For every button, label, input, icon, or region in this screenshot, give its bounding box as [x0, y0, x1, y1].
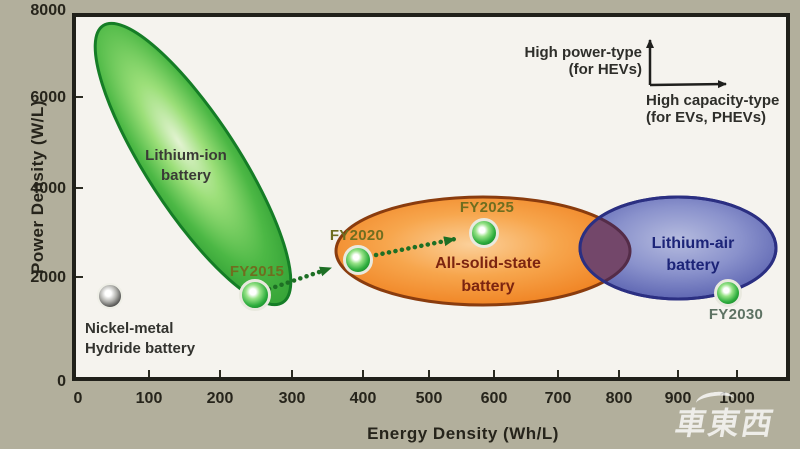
li-ion-label-line1: Lithium-ion: [145, 147, 227, 164]
y-axis-title: Power Density (W/L): [28, 100, 47, 274]
fy2025-label: FY2025: [459, 199, 515, 216]
legend-high-capacity-line2: (for EVs, PHEVs): [646, 109, 767, 126]
x-axis-title: Energy Density (Wh/L): [367, 424, 559, 443]
legend-high-power-line1: High power-type: [524, 44, 642, 61]
solid-label-line2: battery: [461, 278, 515, 295]
x-tick-200: 200: [206, 390, 234, 407]
legend-high-capacity-line1: High capacity-type: [646, 92, 780, 109]
li-ion-region-label: Lithium-ion battery: [106, 146, 266, 186]
li-air-label-line1: Lithium-air: [651, 235, 735, 252]
fy2020-data-point: [343, 245, 373, 275]
watermark-logo: 車東西: [672, 406, 778, 441]
x-tick-0: 0: [73, 390, 83, 407]
y-tick-4000: 4000: [30, 180, 66, 197]
x-tick-600: 600: [480, 390, 508, 407]
fy2020-label: FY2020: [329, 227, 385, 244]
li-air-region-label: Lithium-air battery: [613, 233, 773, 277]
nimh-label-line2: Hydride battery: [85, 340, 196, 357]
y-tick-2000: 2000: [30, 269, 66, 286]
fy2015-data-point: [239, 279, 271, 311]
x-tick-800: 800: [605, 390, 633, 407]
legend-high-power: High power-type (for HEVs): [482, 44, 642, 78]
nimh-data-point: [97, 283, 123, 309]
fy2015-label: FY2015: [229, 263, 285, 280]
solid-label-line1: All-solid-state: [435, 255, 541, 272]
li-ion-label-line2: battery: [160, 167, 212, 184]
nimh-label-line1: Nickel-metal: [85, 320, 174, 337]
fy2030-data-point: [714, 279, 742, 307]
x-tick-700: 700: [544, 390, 572, 407]
legend-high-power-line2: (for HEVs): [568, 61, 642, 78]
fy2025-data-point: [469, 218, 499, 248]
x-tick-1000: 1000: [719, 390, 755, 407]
x-tick-900: 900: [664, 390, 692, 407]
y-tick-8000: 8000: [30, 2, 66, 19]
y-tick-0: 0: [57, 373, 66, 390]
fy2030-label: FY2030: [708, 306, 764, 323]
legend-high-capacity: High capacity-type (for EVs, PHEVs): [646, 92, 796, 126]
x-tick-500: 500: [415, 390, 443, 407]
nimh-label: Nickel-metal Hydride battery: [85, 319, 235, 359]
x-tick-400: 400: [349, 390, 377, 407]
y-tick-6000: 6000: [30, 89, 66, 106]
x-tick-100: 100: [135, 390, 163, 407]
li-air-label-line2: battery: [666, 257, 720, 274]
all-solid-state-region-label: All-solid-state battery: [388, 252, 588, 298]
x-tick-300: 300: [278, 390, 306, 407]
